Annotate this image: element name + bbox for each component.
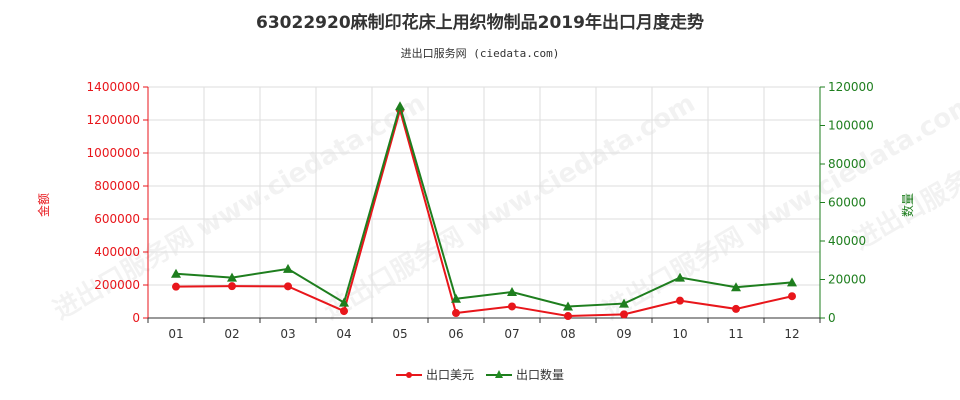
legend-quantity-swatch [486,369,512,381]
data-point-amount [284,282,292,291]
y-right-tick-label: 40000 [828,234,866,248]
data-point-quantity [283,263,293,273]
data-point-quantity [339,297,349,307]
data-point-quantity [731,282,741,292]
y-left-tick-label: 200000 [94,278,140,292]
data-point-quantity [227,272,237,282]
y-left-tick-label: 800000 [94,179,140,193]
y-right-tick-label: 60000 [828,196,866,210]
y-right-tick-label: 0 [828,311,836,325]
x-tick-label: 05 [392,327,407,341]
data-point-amount [788,292,796,301]
y-right-tick-label: 120000 [828,80,874,94]
x-tick-label: 08 [560,327,575,341]
x-tick-label: 09 [616,327,631,341]
legend-amount-swatch [396,369,422,381]
series-line-quantity [175,102,793,308]
data-point-quantity [451,293,461,303]
data-point-amount [620,310,628,319]
data-point-amount [676,296,684,305]
y-left-tick-label: 0 [132,311,140,325]
chart-title: 63022920麻制印花床上用织物制品2019年出口月度走势 [256,13,704,33]
y-right-tick-label: 100000 [828,119,874,133]
y-left-tick-label: 400000 [94,245,140,259]
legend-item-amount[interactable]: 出口美元 [396,366,474,383]
y-left-axis-title: 金额 [36,193,51,217]
y-left-tick-label: 1000000 [87,146,140,160]
y-left-tick-label: 1400000 [87,80,140,94]
data-point-quantity [171,268,181,278]
x-tick-label: 03 [280,327,295,341]
legend-amount-label: 出口美元 [426,368,475,382]
series-line-amount [175,106,793,318]
y-right-axis-title: 数量 [900,193,915,217]
data-point-amount [732,304,740,313]
chart-subtitle: 进出口服务网 (ciedata.com) [400,47,560,60]
data-point-amount [228,282,236,291]
data-point-quantity [787,277,797,287]
x-tick-label: 02 [224,327,239,341]
y-left-tick-label: 1200000 [87,113,140,127]
data-point-quantity [675,272,685,282]
data-point-amount [508,302,516,311]
legend-quantity-label: 出口数量 [516,368,565,382]
x-tick-label: 10 [672,327,687,341]
x-tick-label: 12 [784,327,799,341]
x-tick-label: 04 [336,327,351,341]
y-right-tick-label: 20000 [828,273,866,287]
data-point-quantity [507,287,517,297]
data-point-quantity [619,298,629,308]
x-tick-label: 07 [504,327,519,341]
data-point-amount [340,307,348,316]
y-left-tick-label: 600000 [94,212,140,226]
data-point-amount [564,312,572,321]
y-right-tick-label: 80000 [828,157,866,171]
legend-item-quantity[interactable]: 出口数量 [486,366,564,383]
x-tick-label: 01 [168,327,183,341]
x-tick-label: 06 [448,327,463,341]
x-tick-label: 11 [728,327,743,341]
data-point-amount [172,282,180,291]
data-point-amount [452,309,460,318]
data-point-quantity [395,101,405,111]
data-point-quantity [563,301,573,311]
legend: 出口美元 出口数量 [0,366,960,386]
